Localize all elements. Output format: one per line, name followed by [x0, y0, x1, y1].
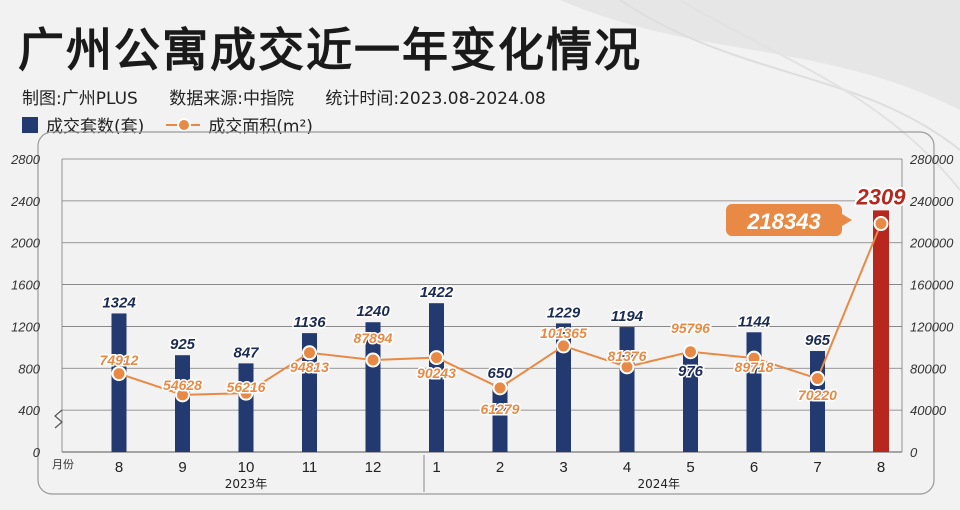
x-tick-label: 9: [178, 459, 186, 476]
bar-value-label: 965: [805, 332, 831, 349]
right-tick-label: 40000: [910, 403, 947, 418]
line-point: [429, 350, 444, 366]
bar: [238, 363, 254, 452]
bar-value-label: 847: [233, 344, 259, 361]
line-value-label: 101365: [540, 325, 587, 341]
line-point: [556, 338, 571, 354]
line-value-label: 61279: [481, 401, 520, 417]
right-tick-label: 0: [910, 445, 918, 460]
left-tick-label: 0: [33, 445, 41, 460]
bar-value-label: 1144: [738, 313, 771, 330]
x-tick-label: 7: [813, 459, 821, 476]
bar: [556, 323, 571, 452]
bar-value-label: 925: [170, 336, 196, 353]
bar: [746, 332, 762, 452]
bar: [302, 333, 317, 452]
meta-source: 数据来源:中指院: [169, 89, 294, 109]
x-tick-label: 10: [238, 459, 255, 476]
left-tick-label: 800: [18, 361, 40, 376]
right-tick-label: 120000: [910, 319, 954, 334]
bar-value-label: 1422: [420, 284, 454, 301]
line-point: [175, 387, 190, 403]
x-axis-title: 月份: [52, 458, 74, 471]
x-tick-label: 2: [496, 459, 504, 476]
line-value-label: 94813: [290, 359, 329, 375]
left-tick-label: 2800: [10, 152, 41, 167]
line-value-label: 56216: [227, 379, 266, 395]
x-tick-label: 8: [877, 459, 885, 476]
bar-value-label: 1240: [356, 303, 390, 320]
left-tick-label: 2400: [10, 194, 41, 209]
year-group-label: 2023年: [225, 477, 268, 491]
bar: [683, 349, 698, 452]
line-value-label: 90243: [417, 365, 456, 381]
x-tick-label: 3: [559, 459, 567, 476]
line-point: [365, 352, 381, 368]
line-value-label: 74912: [100, 352, 139, 368]
right-tick-label: 240000: [909, 194, 954, 209]
bar-value-label: 1229: [547, 304, 581, 321]
left-tick-label: 400: [18, 403, 40, 418]
chart-meta: 制图:广州PLUS 数据来源:中指院 统计时间:2023.08-2024.08: [22, 84, 572, 109]
left-tick-label: 1600: [11, 278, 41, 293]
bar: [492, 383, 508, 452]
line-point: [746, 350, 762, 366]
highlight-area-label-pointer: [842, 214, 852, 226]
legend-bar-swatch: [22, 116, 38, 133]
page-title: 广州公寓成交近一年变化情况: [18, 23, 642, 77]
line-point: [810, 371, 825, 387]
line-point: [302, 345, 317, 361]
highlight-area-label: 218343: [746, 209, 820, 234]
line-point: [111, 366, 127, 382]
right-tick-label: 80000: [910, 361, 947, 376]
axis-break-mark: [54, 409, 63, 429]
left-tick-label: 2000: [10, 236, 41, 251]
left-tick-label: 1200: [11, 319, 41, 334]
bar: [111, 313, 127, 452]
bar: [175, 355, 190, 452]
x-tick-label: 8: [115, 459, 123, 476]
x-tick-label: 6: [750, 459, 758, 476]
right-tick-label: 200000: [909, 236, 954, 251]
bar: [429, 303, 444, 452]
line-point: [619, 359, 635, 375]
x-tick-label: 1: [432, 459, 440, 476]
x-tick-label: 12: [365, 459, 382, 476]
bar-value-label: 1324: [102, 294, 136, 311]
highlight-area-label-bg: [726, 204, 842, 236]
legend-line-swatch: [166, 117, 201, 132]
bar: [619, 327, 635, 452]
line-point: [492, 380, 508, 396]
x-tick-label: 5: [686, 459, 694, 476]
line-value-label: 81376: [608, 348, 647, 364]
x-tick-label: 11: [302, 459, 318, 476]
bar-value-label: 1136: [293, 314, 326, 331]
meta-period: 统计时间:2023.08-2024.08: [325, 89, 546, 109]
line-point: [683, 344, 698, 360]
bar-value-label: 1194: [611, 308, 644, 325]
bar-value-label: 650: [487, 365, 513, 382]
bar-value-label: 976: [678, 363, 704, 380]
line-value-label: 70220: [798, 387, 837, 403]
line-value-label: 95796: [671, 320, 710, 336]
year-group-label: 2024年: [637, 477, 680, 491]
x-tick-label: 4: [623, 459, 631, 476]
line-value-label: 89718: [735, 359, 774, 375]
right-tick-label: 280000: [909, 152, 954, 167]
bar: [873, 210, 889, 452]
meta-author: 制图:广州PLUS: [22, 89, 138, 109]
line-point: [873, 216, 889, 232]
bar-value-label: 2309: [856, 184, 907, 209]
line-value-label: 54628: [163, 377, 202, 393]
right-tick-label: 160000: [910, 278, 954, 293]
line-value-label: 87894: [354, 330, 393, 346]
chart-frame: [37, 131, 935, 495]
line-point: [238, 385, 254, 401]
